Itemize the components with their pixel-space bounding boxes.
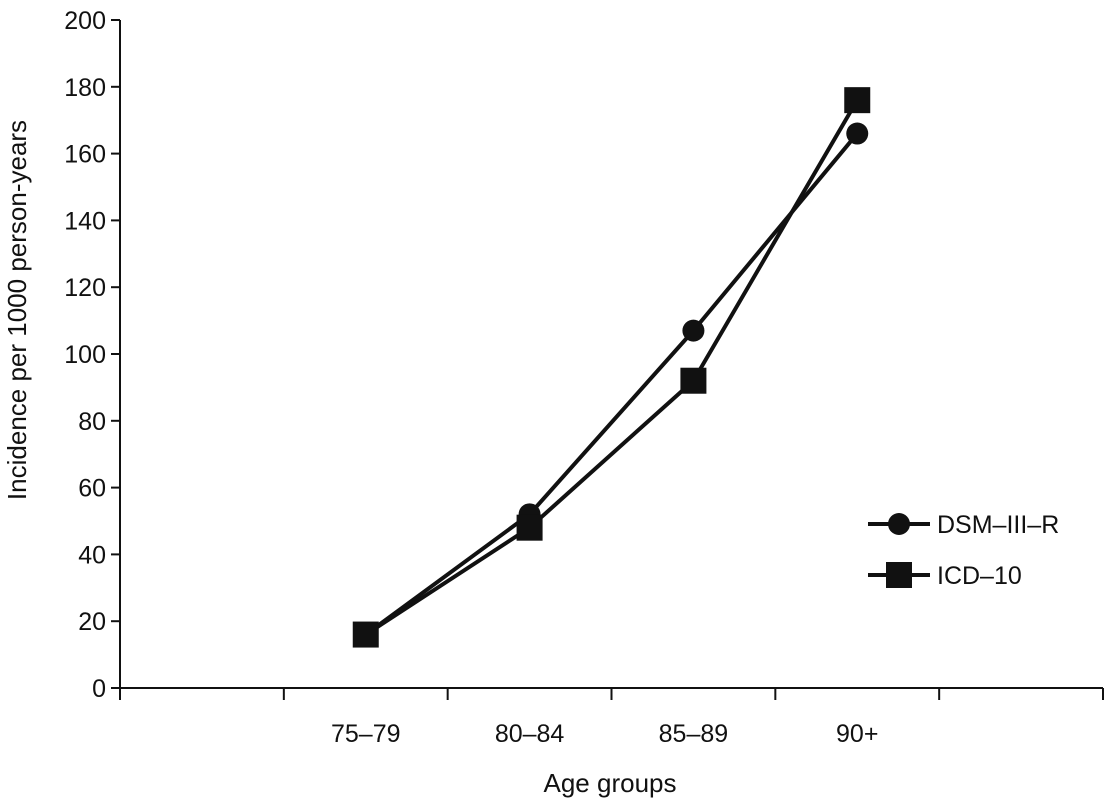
series-line xyxy=(364,99,859,637)
x-tick-label: 85–89 xyxy=(659,720,729,748)
data-point-square xyxy=(516,514,543,541)
legend-marker-circle xyxy=(888,513,910,535)
data-point-circle xyxy=(846,122,869,145)
y-tick-label: 80 xyxy=(78,408,106,436)
y-axis-title: Incidence per 1000 person-years xyxy=(2,120,32,500)
legend: DSM–III–R ICD–10 xyxy=(868,511,1059,590)
y-tick-label: 20 xyxy=(78,608,106,636)
series-layer xyxy=(352,87,871,648)
data-point-square xyxy=(352,621,379,648)
y-tick-label: 120 xyxy=(64,274,106,302)
series-dsm xyxy=(354,122,869,646)
series-icd xyxy=(352,87,871,648)
legend-item-icd: ICD–10 xyxy=(868,562,1022,590)
series-line xyxy=(364,132,859,637)
y-tick-label: 200 xyxy=(64,7,106,35)
y-tick-label: 100 xyxy=(64,341,106,369)
legend-label-icd: ICD–10 xyxy=(937,562,1022,590)
data-point-square xyxy=(680,367,707,394)
x-axis-ticks: 75–79 80–84 85–89 90+ xyxy=(119,688,1104,748)
x-tick-label: 90+ xyxy=(836,720,878,748)
legend-item-dsm: DSM–III–R xyxy=(868,511,1059,539)
x-axis-title: Age groups xyxy=(544,768,677,798)
y-tick-label: 140 xyxy=(64,207,106,235)
y-tick-label: 160 xyxy=(64,141,106,169)
y-tick-label: 60 xyxy=(78,475,106,503)
x-tick-label: 75–79 xyxy=(331,720,401,748)
data-point-circle xyxy=(682,319,705,342)
legend-marker-square xyxy=(886,562,912,588)
y-tick-label: 0 xyxy=(92,675,106,703)
legend-label-dsm: DSM–III–R xyxy=(937,511,1059,539)
y-axis-ticks: 0 20 40 60 80 100 120 140 160 180 200 xyxy=(64,7,120,703)
y-tick-label: 40 xyxy=(78,541,106,569)
y-tick-label: 180 xyxy=(64,74,106,102)
data-point-square xyxy=(844,87,871,114)
x-tick-label: 80–84 xyxy=(495,720,565,748)
